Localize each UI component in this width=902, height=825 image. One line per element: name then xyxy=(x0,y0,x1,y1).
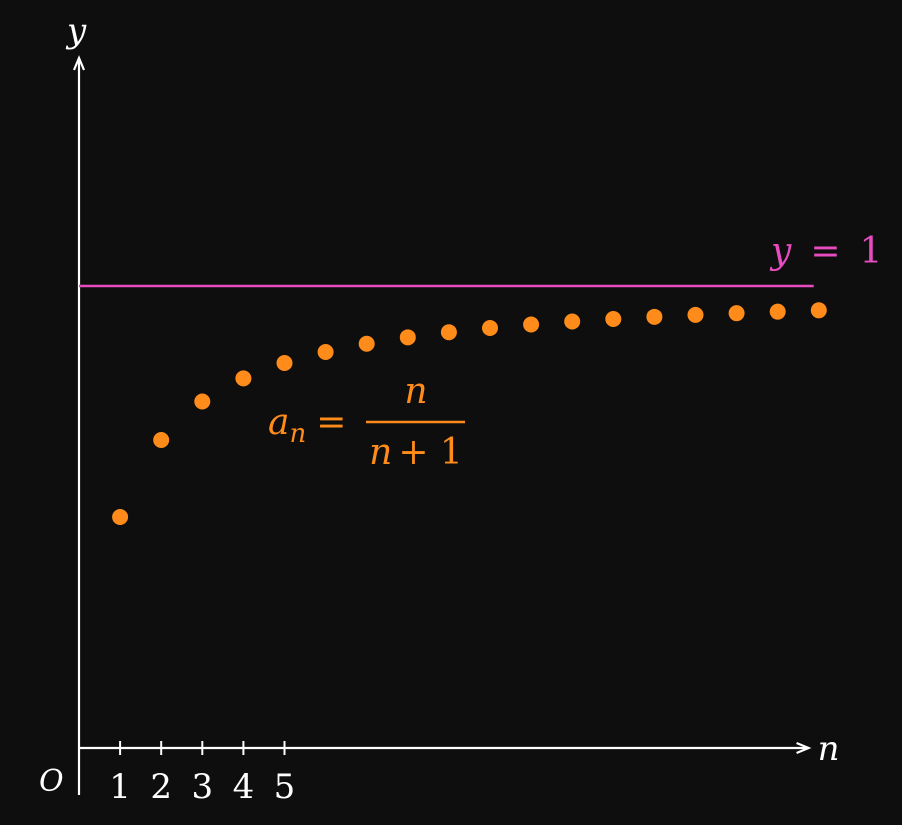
formula-annotation: an = n n + 1 xyxy=(268,371,465,473)
y-axis-label: y xyxy=(65,11,87,51)
origin-label: O xyxy=(39,764,64,799)
data-point-6 xyxy=(317,344,334,361)
formula-eq: = xyxy=(316,402,346,443)
data-point-2 xyxy=(153,431,170,448)
x-tick-label-3: 3 xyxy=(191,767,213,807)
formula-lhs: a xyxy=(268,402,289,443)
data-point-10 xyxy=(482,319,498,336)
asymptote-label: y = 1 xyxy=(769,231,882,272)
data-point-15 xyxy=(687,306,704,323)
data-point-11 xyxy=(523,316,540,333)
data-point-7 xyxy=(358,335,375,352)
x-axis-label: n xyxy=(818,729,840,769)
formula-sub: n xyxy=(289,419,306,449)
formula-denominator-rest: + 1 xyxy=(398,432,463,473)
data-point-14 xyxy=(646,308,663,325)
data-point-12 xyxy=(564,313,581,330)
formula-numerator: n xyxy=(404,371,427,412)
data-point-16 xyxy=(728,305,745,322)
svg-text:n+ 1: n + 1 xyxy=(369,432,463,473)
data-point-5 xyxy=(276,355,293,372)
x-tick-label-1: 1 xyxy=(109,767,131,807)
data-point-3 xyxy=(194,393,211,410)
data-points xyxy=(112,302,827,525)
data-point-18 xyxy=(810,302,827,319)
x-axis-arrowhead xyxy=(796,741,812,755)
asymptote-val: 1 xyxy=(860,231,883,272)
formula-denominator-var: n xyxy=(369,432,392,473)
x-tick-label-5: 5 xyxy=(274,767,296,807)
data-point-4 xyxy=(235,370,252,387)
data-point-1 xyxy=(112,509,129,525)
asymptote-var: y xyxy=(769,231,792,272)
data-point-9 xyxy=(440,324,457,341)
data-point-13 xyxy=(605,310,622,327)
data-point-17 xyxy=(769,303,786,320)
x-tick-label-4: 4 xyxy=(233,767,255,807)
svg-text:an=: an = xyxy=(268,402,346,449)
asymptote-eq: = xyxy=(810,231,840,272)
y-axis-arrowhead xyxy=(72,55,86,71)
data-point-8 xyxy=(399,329,416,346)
x-tick-label-2: 2 xyxy=(150,767,172,807)
